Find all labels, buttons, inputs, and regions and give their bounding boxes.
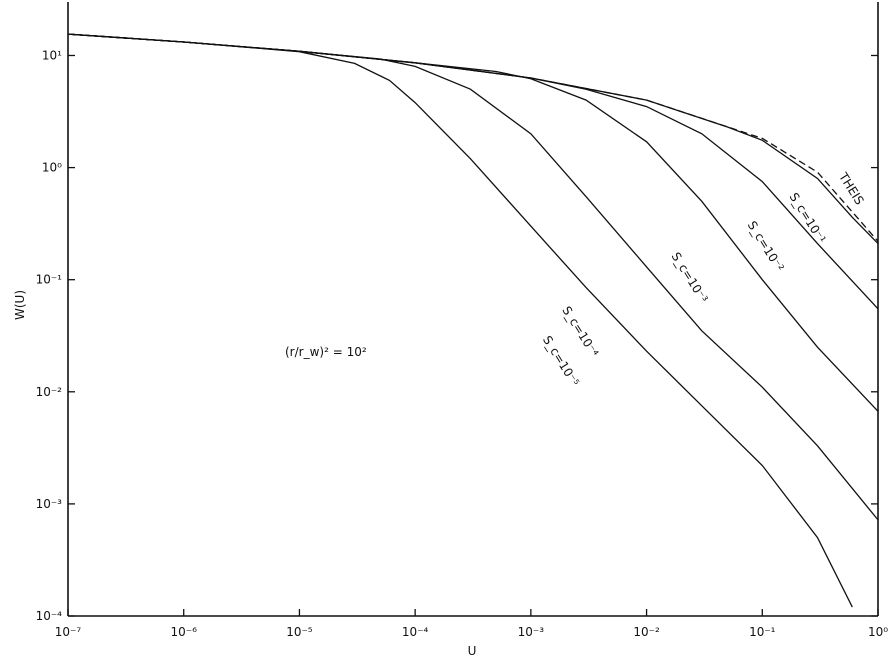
- series-line: [67, 33, 879, 310]
- series-label: S_c=10⁻³: [669, 250, 711, 306]
- curves: [67, 33, 879, 608]
- x-axis-title: U: [468, 644, 477, 658]
- x-tick-label: 10⁰: [868, 625, 888, 639]
- series-label: S_c=10⁻¹: [787, 190, 829, 246]
- y-tick-label: 10⁻⁴: [36, 609, 63, 623]
- series-label: S_c=10⁻⁴: [559, 304, 601, 360]
- ticks: 10⁻⁷ 10⁻⁶ 10⁻⁵ 10⁻⁴ 10⁻³ 10⁻² 10⁻¹ 10⁰ 10⁻⁴ 10⁻³ 1…: [36, 48, 889, 639]
- x-tick-label: 10⁻¹: [749, 625, 776, 639]
- y-axis-title: W(U): [13, 290, 27, 320]
- series-label: THEIS: [836, 169, 867, 207]
- x-tick-label: 10⁻⁴: [402, 625, 429, 639]
- axes: [67, 2, 879, 617]
- y-tick-label: 10⁻³: [36, 497, 63, 511]
- x-tick-label: 10⁻²: [633, 625, 660, 639]
- series-line: [67, 33, 853, 608]
- series-line: [67, 33, 879, 521]
- y-tick-label: 10⁰: [42, 161, 62, 175]
- x-tick-label: 10⁻⁶: [171, 625, 198, 639]
- series-line: [67, 33, 879, 245]
- x-tick-label: 10⁻⁵: [286, 625, 313, 639]
- series-label: S_c=10⁻⁵: [540, 333, 582, 389]
- y-tick-label: 10⁻¹: [36, 273, 63, 287]
- y-tick-label: 10⁻²: [36, 385, 63, 399]
- x-tick-label: 10⁻³: [518, 625, 545, 639]
- y-tick-label: 10¹: [42, 48, 62, 62]
- parameter-annotation: (r/r_w)² = 10²: [285, 345, 367, 359]
- x-tick-label: 10⁻⁷: [55, 625, 82, 639]
